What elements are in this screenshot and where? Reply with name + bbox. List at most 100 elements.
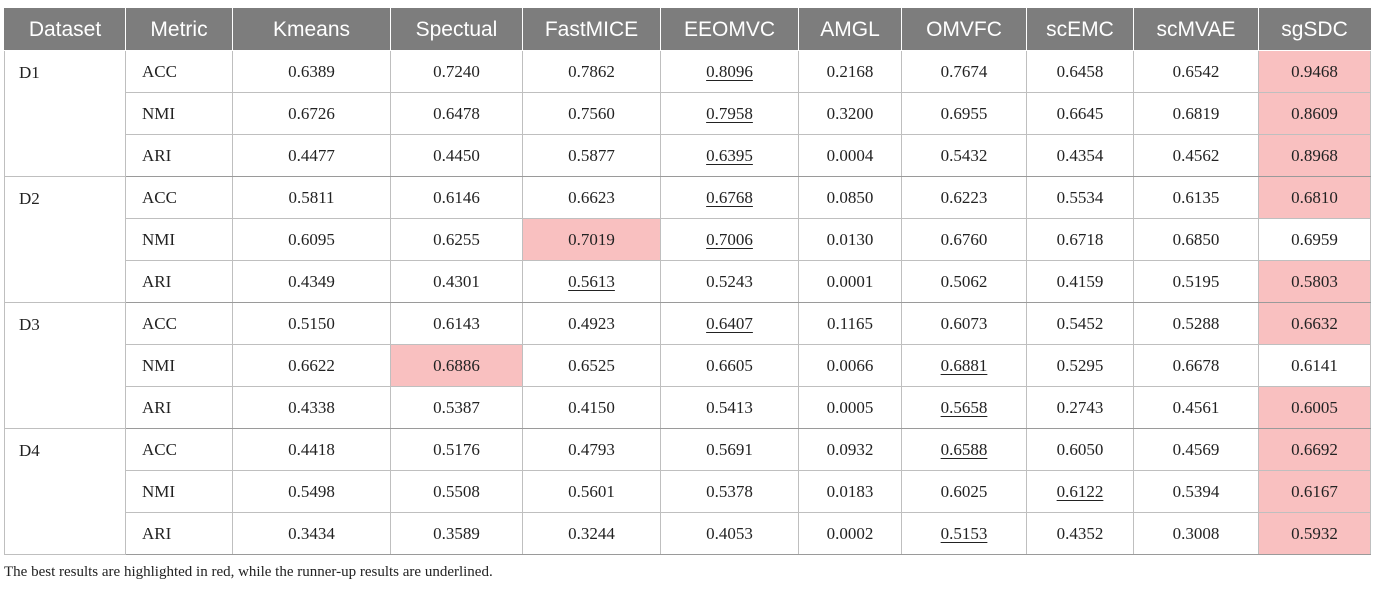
column-header-eeomvc: EEOMVC [660, 8, 799, 51]
value-cell: 0.4793 [522, 428, 661, 471]
value-cell: 0.5534 [1026, 176, 1134, 219]
value-cell: 0.0005 [798, 386, 902, 429]
runner-up-value: 0.7006 [706, 229, 753, 249]
metric-cell: ACC [125, 428, 233, 471]
value-cell: 0.4053 [660, 512, 799, 555]
best-value-cell: 0.6886 [390, 344, 523, 387]
best-value-cell: 0.6632 [1258, 302, 1371, 345]
runner-up-value-cell: 0.6588 [901, 428, 1027, 471]
value-cell: 0.6623 [522, 176, 661, 219]
column-header-metric: Metric [125, 8, 233, 51]
value-cell: 0.6678 [1133, 344, 1259, 387]
runner-up-value: 0.5153 [940, 523, 988, 543]
value-cell: 0.5062 [901, 260, 1027, 303]
value-cell: 0.6959 [1258, 218, 1371, 261]
value-cell: 0.5176 [390, 428, 523, 471]
value-cell: 0.5413 [660, 386, 799, 429]
value-cell: 0.4352 [1026, 512, 1134, 555]
table-row: D3 ACC 0.5150 0.6143 0.4923 0.6407 0.1165 0.607… [4, 302, 1371, 429]
value-cell: 0.0066 [798, 344, 902, 387]
value-cell: 0.5877 [522, 134, 661, 177]
runner-up-value-cell: 0.8096 [660, 50, 799, 93]
runner-up-value: 0.5658 [940, 397, 988, 417]
column-header-scemc: scEMC [1026, 8, 1134, 51]
runner-up-value: 0.6122 [1056, 481, 1104, 501]
column-header-omvfc: OMVFC [901, 8, 1027, 51]
value-cell: 0.0004 [798, 134, 902, 177]
table-row: ARI 0.4349 0.4301 0.5613 0.5243 0.0001 0.5062 0… [5, 260, 1371, 303]
best-value-cell: 0.9468 [1258, 50, 1371, 93]
value-cell: 0.4562 [1133, 134, 1259, 177]
runner-up-value: 0.6881 [940, 355, 988, 375]
value-cell: 0.5691 [660, 428, 799, 471]
value-cell: 0.5432 [901, 134, 1027, 177]
value-cell: 0.6760 [901, 218, 1027, 261]
runner-up-value-cell: 0.7958 [660, 92, 799, 135]
table-row: D1 ACC 0.6389 0.7240 0.7862 0.8096 0.2168 0.767… [4, 50, 1371, 177]
value-cell: 0.6605 [660, 344, 799, 387]
column-header-spectual: Spectual [390, 8, 523, 51]
table-row: D4 ACC 0.4418 0.5176 0.4793 0.5691 0.0932 0.658… [4, 428, 1371, 555]
metric-cell: ACC [125, 50, 233, 93]
runner-up-value-cell: 0.5153 [901, 512, 1027, 555]
value-cell: 0.6622 [232, 344, 391, 387]
column-header-sgsdc: sgSDC [1258, 8, 1371, 51]
value-cell: 0.0130 [798, 218, 902, 261]
value-cell: 0.6458 [1026, 50, 1134, 93]
metric-cell: ARI [125, 134, 233, 177]
value-cell: 0.5498 [232, 470, 391, 513]
table-row: ARI 0.4338 0.5387 0.4150 0.5413 0.0005 0.5658 0… [5, 386, 1371, 429]
value-cell: 0.5243 [660, 260, 799, 303]
value-cell: 0.4150 [522, 386, 661, 429]
value-cell: 0.4354 [1026, 134, 1134, 177]
value-cell: 0.6389 [232, 50, 391, 93]
value-cell: 0.4569 [1133, 428, 1259, 471]
runner-up-value: 0.6407 [706, 313, 753, 333]
value-cell: 0.5508 [390, 470, 523, 513]
dataset-cell: D3 [4, 302, 126, 429]
results-table: Dataset Metric Kmeans Spectual FastMICE EEOMV… [4, 8, 1371, 555]
value-cell: 0.5195 [1133, 260, 1259, 303]
value-cell: 0.5150 [232, 302, 391, 345]
value-cell: 0.4349 [232, 260, 391, 303]
dataset-cell: D1 [4, 50, 126, 177]
runner-up-value: 0.6395 [706, 145, 753, 165]
runner-up-value: 0.6588 [940, 439, 988, 459]
value-cell: 0.6645 [1026, 92, 1134, 135]
value-cell: 0.6525 [522, 344, 661, 387]
value-cell: 0.5601 [522, 470, 661, 513]
value-cell: 0.3008 [1133, 512, 1259, 555]
table-row: D2 ACC 0.5811 0.6146 0.6623 0.6768 0.0850 0.622… [4, 176, 1371, 303]
value-cell: 0.2743 [1026, 386, 1134, 429]
value-cell: 0.6850 [1133, 218, 1259, 261]
runner-up-value-cell: 0.6768 [660, 176, 799, 219]
value-cell: 0.6478 [390, 92, 523, 135]
value-cell: 0.4159 [1026, 260, 1134, 303]
value-cell: 0.6255 [390, 218, 523, 261]
table-body: D1 ACC 0.6389 0.7240 0.7862 0.8096 0.2168 0.767… [4, 50, 1371, 555]
value-cell: 0.6146 [390, 176, 523, 219]
value-cell: 0.3434 [232, 512, 391, 555]
best-value-cell: 0.6167 [1258, 470, 1371, 513]
value-cell: 0.6073 [901, 302, 1027, 345]
best-value-cell: 0.5803 [1258, 260, 1371, 303]
value-cell: 0.6025 [901, 470, 1027, 513]
value-cell: 0.6542 [1133, 50, 1259, 93]
table-row: ARI 0.4477 0.4450 0.5877 0.6395 0.0004 0.5432 0… [5, 134, 1371, 177]
value-cell: 0.6726 [232, 92, 391, 135]
value-cell: 0.7240 [390, 50, 523, 93]
value-cell: 0.7862 [522, 50, 661, 93]
table-row: NMI 0.6622 0.6886 0.6525 0.6605 0.0066 0.6881 0… [5, 344, 1371, 387]
runner-up-value-cell: 0.6407 [660, 302, 799, 345]
runner-up-value-cell: 0.5613 [522, 260, 661, 303]
runner-up-value: 0.8096 [706, 61, 753, 81]
value-cell: 0.6819 [1133, 92, 1259, 135]
runner-up-value-cell: 0.7006 [660, 218, 799, 261]
metric-cell: ARI [125, 386, 233, 429]
value-cell: 0.3589 [390, 512, 523, 555]
column-header-scmvae: scMVAE [1133, 8, 1259, 51]
column-header-amgl: AMGL [798, 8, 902, 51]
best-value-cell: 0.6692 [1258, 428, 1371, 471]
value-cell: 0.3244 [522, 512, 661, 555]
value-cell: 0.4477 [232, 134, 391, 177]
